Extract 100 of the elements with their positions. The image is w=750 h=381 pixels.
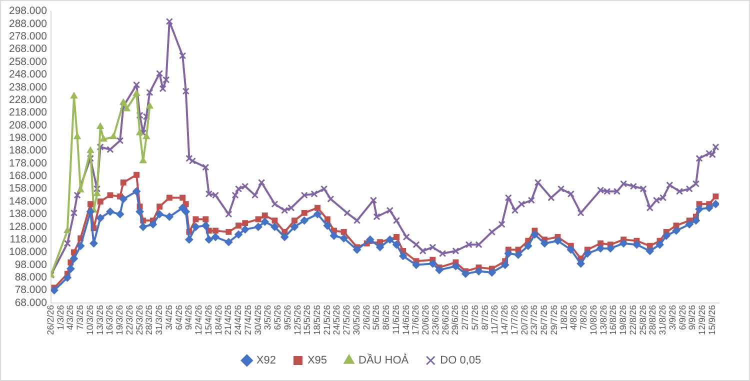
y-tick-label: 108.000 <box>8 246 48 258</box>
x-tick-label: 15/9/26 <box>706 304 717 336</box>
x-tick-label: 26/7/26 <box>539 304 550 336</box>
y-tick-label: 268.000 <box>8 43 48 56</box>
y-tick-label: 298.000 <box>8 5 48 18</box>
x-tick-label: 6/9/26 <box>677 304 688 330</box>
x-tick-label: 29/7/26 <box>548 304 559 336</box>
y-tick-label: 248.000 <box>8 68 48 81</box>
x-tick-label: 17/7/26 <box>509 304 520 336</box>
x-tick-label: 8/6/26 <box>381 304 392 330</box>
x-tick-label: 28/3/26 <box>144 304 154 336</box>
y-tick-label: 288.000 <box>8 18 48 30</box>
x-tick-label: 11/7/26 <box>490 304 500 334</box>
y-tick-label: 68.000 <box>14 296 48 309</box>
y-tick-label: 238.000 <box>8 81 48 94</box>
x-tick-label: 24/5/26 <box>332 304 342 336</box>
x-tick-label: 14/7/26 <box>500 304 510 336</box>
legend-label: X95 <box>307 354 328 367</box>
legend-label: DO 0,05 <box>440 354 482 367</box>
x-tick-label: 3/4/26 <box>164 304 174 330</box>
y-tick-label: 258.000 <box>8 56 48 68</box>
x-tick-label: 16/3/26 <box>104 304 115 336</box>
y-tick-label: 158.000 <box>8 182 48 195</box>
point <box>74 132 81 140</box>
x-tick-label: 7/3/26 <box>75 304 86 330</box>
y-tick-label: 118.000 <box>10 233 48 246</box>
x-tick-label: 13/3/26 <box>94 304 105 336</box>
point <box>110 132 118 140</box>
y-tick-label: 78.000 <box>14 284 48 296</box>
x-tick-label: 9/9/26 <box>687 304 698 330</box>
point <box>96 122 104 129</box>
x-tick-label: 20/6/26 <box>420 304 431 336</box>
x-tick-label: 31/3/26 <box>154 304 164 336</box>
x-tick-label: 7/8/26 <box>578 304 589 330</box>
x-tick-label: 21/5/26 <box>322 304 332 336</box>
x-tick-label: 13/8/26 <box>598 304 608 336</box>
point <box>142 132 150 140</box>
x-tick-label: 18/5/26 <box>312 304 322 336</box>
x-tick-label: 25/3/26 <box>134 304 144 336</box>
x-tick-label: 3/5/26 <box>262 304 273 330</box>
x-tick-label: 27/4/26 <box>242 304 253 336</box>
y-tick-label: 138.000 <box>8 208 48 220</box>
y-tick-label: 98.000 <box>14 258 48 271</box>
x-tick-label: 22/8/26 <box>628 304 638 336</box>
x-tick-label: 2/6/26 <box>361 304 372 330</box>
x-tick-label: 4/8/26 <box>568 304 579 330</box>
x-tick-label: 20/7/26 <box>519 304 530 336</box>
x-tick-label: 30/4/26 <box>252 304 263 336</box>
x-tick-label: 18/4/26 <box>213 304 224 336</box>
point <box>100 135 108 142</box>
y-tick-label: 208.000 <box>8 119 48 132</box>
legend-label: DẦU HOẢ <box>358 354 410 367</box>
x-tick-label: 12/9/26 <box>697 304 708 336</box>
y-tick-label: 228.000 <box>8 94 48 106</box>
x-tick-label: 26/6/26 <box>440 304 450 336</box>
x-tick-label: 15/5/26 <box>302 304 312 336</box>
x-tick-label: 9/4/26 <box>184 304 194 330</box>
x-tick-label: 14/6/26 <box>400 304 411 336</box>
x-tick-label: 23/7/26 <box>529 304 540 336</box>
x-tick-label: 19/8/26 <box>618 304 628 336</box>
x-tick-label: 15/4/26 <box>203 304 214 336</box>
x-tick-label: 16/8/26 <box>608 304 618 336</box>
x-tick-label: 12/5/26 <box>292 304 302 336</box>
x-tick-label: 4/3/26 <box>65 304 76 330</box>
y-tick-label: 128.000 <box>8 220 48 233</box>
x-tick-label: 26/2/26 <box>45 304 56 336</box>
x-tick-label: 27/5/26 <box>342 304 352 336</box>
y-tick-label: 148.000 <box>8 195 48 208</box>
y-tick-label: 278.000 <box>8 30 48 43</box>
x-tick-label: 6/5/26 <box>272 304 283 330</box>
point <box>93 190 101 196</box>
y-tick-label: 198.000 <box>8 132 48 144</box>
legend-label: X92 <box>256 354 276 367</box>
x-tick-label: 17/6/26 <box>410 304 421 336</box>
x-tick-label: 22/3/26 <box>124 304 134 336</box>
x-tick-label: 11/6/26 <box>390 304 401 334</box>
point <box>123 104 130 112</box>
x-tick-label: 1/3/26 <box>55 304 66 330</box>
point <box>86 146 94 154</box>
point <box>70 92 78 99</box>
x-tick-label: 31/8/26 <box>658 304 668 336</box>
x-tick-label: 24/4/26 <box>233 304 244 336</box>
x-tick-label: 5/7/26 <box>470 304 480 330</box>
point <box>120 98 127 105</box>
y-tick-label: 188.000 <box>8 144 48 157</box>
x-tick-label: 21/4/26 <box>223 304 234 336</box>
x-tick-label: 9/5/26 <box>282 304 292 330</box>
point <box>64 226 71 233</box>
x-tick-label: 12/4/26 <box>194 304 204 336</box>
x-tick-label: 25/8/26 <box>638 304 648 336</box>
x-tick-label: 5/6/26 <box>371 304 382 330</box>
x-tick-label: 28/8/26 <box>648 304 658 336</box>
x-tick-label: 19/3/26 <box>114 304 125 336</box>
x-tick-label: 3/9/26 <box>667 304 678 330</box>
x-tick-label: 30/5/26 <box>351 304 362 336</box>
point <box>136 129 144 136</box>
x-tick-label: 8/7/26 <box>480 304 490 330</box>
x-tick-label: 6/4/26 <box>174 304 184 330</box>
y-tick-label: 178.000 <box>8 157 48 170</box>
x-tick-label: 2/7/26 <box>460 304 470 330</box>
